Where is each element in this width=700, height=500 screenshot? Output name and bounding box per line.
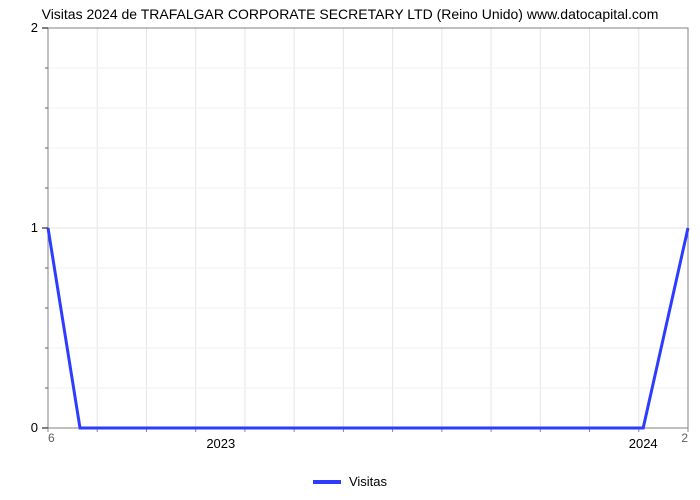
svg-text:6: 6 — [48, 431, 55, 445]
svg-text:2: 2 — [681, 431, 688, 445]
chart-container: Visitas 2024 de TRAFALGAR CORPORATE SECR… — [0, 0, 700, 500]
svg-text:1: 1 — [31, 220, 38, 235]
legend-swatch — [313, 480, 341, 484]
legend-label: Visitas — [349, 474, 387, 489]
svg-text:2024: 2024 — [629, 436, 658, 451]
svg-text:0: 0 — [31, 420, 38, 435]
chart-title: Visitas 2024 de TRAFALGAR CORPORATE SECR… — [0, 6, 700, 22]
svg-text:2023: 2023 — [206, 436, 235, 451]
svg-text:2: 2 — [31, 20, 38, 35]
chart-svg: 0 1 2 2023 2024 6 2 — [0, 0, 700, 500]
legend: Visitas — [0, 474, 700, 489]
